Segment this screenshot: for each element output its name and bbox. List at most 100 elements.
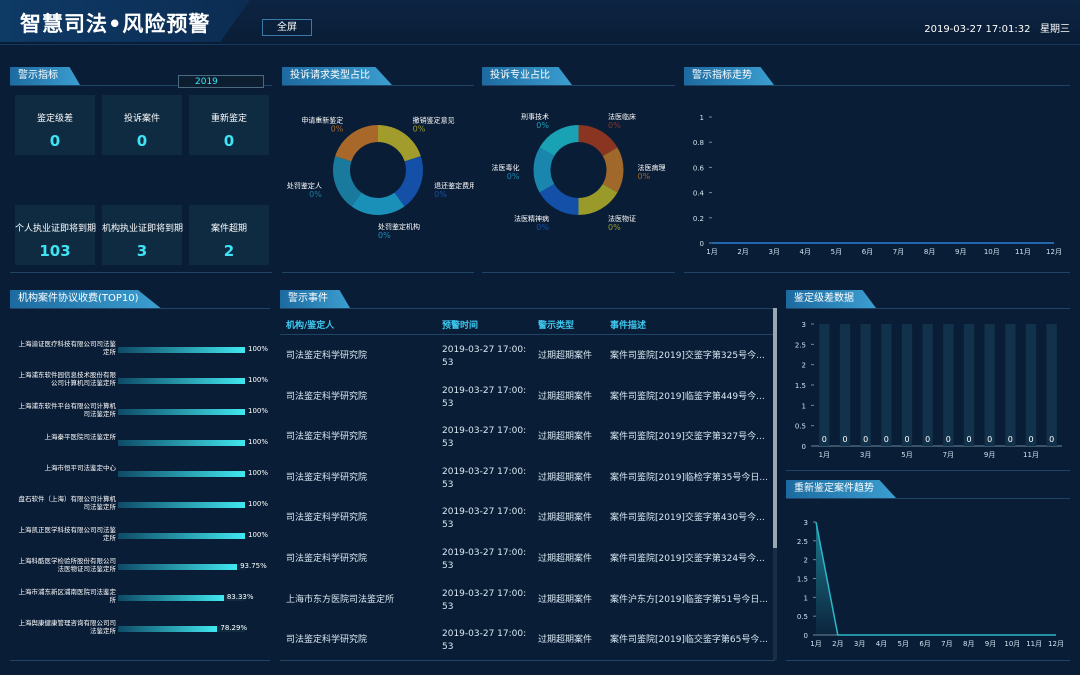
kpi-value: 0 <box>49 132 61 150</box>
x-tick-label: 11月 <box>1023 451 1039 459</box>
x-tick-label: 7月 <box>941 640 952 648</box>
weekday: 星期三 <box>1040 24 1070 35</box>
panel-title: 警示事件 <box>280 290 350 308</box>
kpi-label: 案件超期 <box>210 224 247 234</box>
kpi-label: 投诉案件 <box>123 114 160 124</box>
slice-value-label: 0% <box>378 231 391 240</box>
y-tick-label: 0.6 <box>693 164 705 172</box>
table-cell: 案件司鉴院[2019]交鉴字第324号今... <box>610 554 765 564</box>
y-tick-label: 0.4 <box>693 190 705 198</box>
table-cell: 司法鉴定科学研究院 <box>286 554 368 564</box>
table-cell: 2019-03-27 17:00:53 <box>442 426 527 450</box>
bar <box>118 564 238 570</box>
kpi-label: 个人执业证即将到期 <box>15 224 97 234</box>
bar <box>118 626 218 632</box>
y-tick-label: 0.5 <box>795 423 806 431</box>
bar-shadow <box>819 324 830 446</box>
pie-slice <box>578 184 618 215</box>
panel-title: 投诉专业占比 <box>482 67 572 85</box>
bar-category-label: 上海渝证医疗科技有限公司司法鉴定所 <box>18 340 117 356</box>
table-cell: 过期超期案件 <box>538 513 593 524</box>
bar-shadow <box>984 324 995 446</box>
pie-slice <box>333 156 362 207</box>
slice-value-label: 0% <box>608 223 621 232</box>
kpi-card: 机构执业证即将到期 3 <box>102 205 184 265</box>
y-tick-label: 1 <box>700 114 704 122</box>
table-cell: 案件司鉴院[2019]临鉴字第449号今... <box>610 391 765 402</box>
x-tick-label: 4月 <box>800 248 811 256</box>
slice-value-label: 0% <box>331 124 344 133</box>
table-cell: 2019-03-27 17:00:53 <box>442 548 527 571</box>
panel: 警示指标走势 0 0.2 0.4 0.6 0.8 1 1月 2月 3月 4月 5月 6月 7月 8月 9月 10… <box>684 65 1070 273</box>
datetime-text: 2019-03-27 17:01:32 <box>924 24 1031 35</box>
slice-label: 处罚鉴定人 <box>287 181 322 190</box>
year-selector: 2019 <box>178 75 264 88</box>
table-cell: 2019-03-27 17:00:53 <box>442 629 527 653</box>
pie-slice <box>394 156 423 207</box>
x-tick-label: 5月 <box>901 451 912 459</box>
panel-title: 警示指标 <box>10 67 80 85</box>
y-tick-label: 2 <box>802 362 806 370</box>
y-tick-label: 3 <box>804 519 808 527</box>
kpi-value: 0 <box>136 132 148 150</box>
table-cell: 过期超期案件 <box>538 594 593 605</box>
x-tick-label: 1月 <box>810 640 821 648</box>
bar-shadow <box>1005 324 1016 446</box>
x-tick-label: 2月 <box>737 248 748 256</box>
x-tick-label: 7月 <box>893 248 904 256</box>
table-cell: 案件司鉴院[2019]交鉴字第327号今... <box>610 432 765 443</box>
y-tick-label: 1.5 <box>797 576 808 584</box>
x-tick-label: 8月 <box>963 640 974 648</box>
y-tick-label: 2.5 <box>797 538 808 546</box>
kpi-value: 103 <box>39 242 71 260</box>
y-tick-label: 0.5 <box>797 613 808 621</box>
slice-label: 申请重新鉴定 <box>301 115 343 124</box>
page-title: 智慧司法•风险预警 <box>20 12 211 36</box>
pie-slice <box>351 192 405 215</box>
panel: 重新鉴定案件趋势 0 0.5 1 1.5 2 2.5 3 1月 2月 3月 4月 5月 6月 7月 8月 9月 1… <box>786 478 1070 661</box>
x-tick-label: 3月 <box>768 248 779 256</box>
slice-label: 法医精神病 <box>514 214 549 223</box>
table-cell: 司法鉴定科学研究院 <box>286 513 368 524</box>
kpi-label: 机构执业证即将到期 <box>102 224 184 234</box>
x-tick-label: 11月 <box>1026 640 1042 648</box>
chart-svg: 0 0.5 1 1.5 2 2.5 3 1月 2月 3月 4月 5月 6月 7月 8月 9月 10月 11月 12月 <box>797 519 1064 648</box>
bar <box>118 533 245 539</box>
table-cell: 案件沪东方[2019]临鉴字第51号今日... <box>610 594 768 605</box>
bar-category-label: 上海凯正医学科技有限公司司法鉴定所 <box>18 526 117 542</box>
fullscreen-button[interactable]: 全屏 <box>262 19 312 36</box>
table-cell: 司法鉴定科学研究院 <box>286 472 368 483</box>
bar-shadow <box>839 324 851 446</box>
slice-label: 法医病理 <box>638 163 666 172</box>
kpi-card: 投诉案件 0 <box>102 95 182 155</box>
kpi-card: 重新鉴定 0 <box>189 95 269 155</box>
scrollbar-thumb[interactable] <box>773 308 777 548</box>
table-header: 预警时间 <box>442 321 479 331</box>
panel-title: 投诉请求类型占比 <box>282 67 392 85</box>
bar-value-label: 100% <box>248 407 269 415</box>
table-cell: 司法鉴定科学研究院 <box>286 432 368 443</box>
x-tick-label: 11月 <box>1015 248 1031 256</box>
slice-value-label: 0% <box>434 190 447 199</box>
table-cell: 过期超期案件 <box>538 635 593 646</box>
panel-title: 鉴定级差数据 <box>786 290 876 308</box>
bar-category-label: 盘石软件（上海）有限公司计算机司法鉴定所 <box>18 495 117 511</box>
table-cell: 2019-03-27 17:00:53 <box>442 507 527 531</box>
bar-shadow <box>943 324 954 446</box>
bar <box>118 595 224 601</box>
kpi-label: 鉴定级差 <box>36 114 73 124</box>
pie-slice <box>539 184 579 215</box>
y-tick-label: 2 <box>804 557 808 565</box>
panel: 投诉专业占比 法医临床 0% 法医病理 0% 法医物证 0% 法医精神病 0% 法医毒化 0% 刑事技… <box>482 65 675 273</box>
bar-category-label: 上海市浦东新区浦南医院司法鉴定所 <box>18 588 117 604</box>
bar-shadow <box>1025 324 1037 446</box>
panel-title: 机构案件协议收费(TOP10) <box>10 290 161 308</box>
bar-value-label: 78.29% <box>220 624 248 632</box>
bar-shadow <box>901 324 913 446</box>
bar-value-label: 0 <box>925 435 930 444</box>
bar-value-label: 83.33% <box>226 593 254 601</box>
area-line <box>815 521 1056 636</box>
table-cell: 案件司鉴院[2019]临检字第35号今日... <box>610 472 768 483</box>
